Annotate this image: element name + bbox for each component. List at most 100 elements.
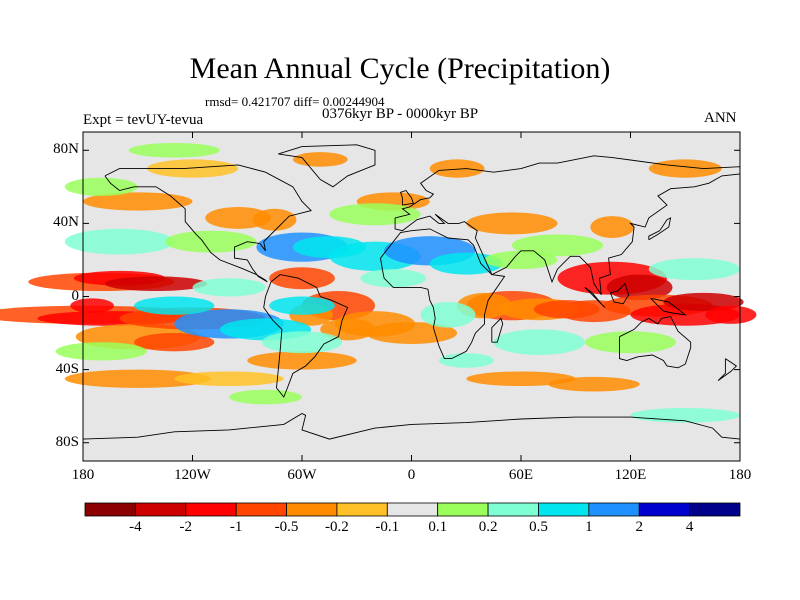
anomaly-patch	[229, 389, 302, 405]
anomaly-patch	[252, 208, 297, 231]
colorbar-swatch	[185, 502, 237, 517]
anomaly-patch	[64, 177, 138, 196]
figure-title: Mean Annual Cycle (Precipitation)	[189, 52, 611, 85]
anomaly-patch	[648, 159, 722, 178]
anomaly-patch	[329, 203, 421, 226]
anomaly-patch	[648, 258, 740, 281]
colorbar-label: -0.5	[274, 519, 299, 535]
precipitation-difference-field	[0, 132, 757, 461]
anomaly-patch	[192, 278, 266, 297]
lon-tick-label: 120W	[174, 467, 211, 483]
lon-tick-label: 60E	[508, 467, 534, 483]
lat-tick-label: 40S	[55, 360, 79, 377]
colorbar-swatch	[336, 502, 388, 517]
stats-line: rmsd= 0.421707 diff= 0.00244904	[205, 94, 385, 109]
colorbar-swatch	[538, 502, 590, 517]
colorbar-label: -2	[179, 519, 193, 535]
colorbar-label: 0.2	[478, 519, 498, 535]
anomaly-patch	[70, 298, 115, 313]
anomaly-patch	[429, 159, 485, 178]
colorbar-swatch	[588, 502, 640, 517]
season-label: ANN	[704, 110, 737, 126]
britain-coastline	[400, 189, 414, 206]
anomaly-patch	[438, 353, 494, 368]
lat-tick-label: 80S	[55, 433, 79, 450]
lon-tick-label: 180	[71, 467, 95, 483]
lat-tick-label: 40N	[53, 214, 79, 231]
anomaly-patch	[590, 216, 635, 239]
australia-coastline	[619, 316, 692, 369]
colorbar-label: 1	[585, 519, 593, 535]
new-guinea-coastline	[650, 297, 687, 316]
borneo-coastline	[609, 282, 630, 305]
greenland-coastline	[278, 144, 376, 188]
colorbar	[84, 502, 741, 517]
lat-tick-label: 80N	[53, 141, 79, 158]
anomaly-patch	[360, 269, 427, 288]
anomaly-patch	[533, 300, 600, 319]
lon-tick-label: 60W	[287, 467, 317, 483]
coastlines	[82, 144, 741, 440]
lon-tick-label: 120E	[614, 467, 647, 483]
lat-tick-label: 0	[71, 287, 80, 304]
anomaly-patch	[493, 329, 585, 355]
anomaly-patch	[420, 301, 476, 328]
anomaly-patch	[64, 228, 175, 255]
anomaly-patch	[466, 212, 558, 235]
sumatra-coastline	[584, 287, 606, 308]
lon-tick-label: 180	[728, 467, 752, 483]
colorbar-swatch	[437, 502, 489, 517]
anomaly-patch	[584, 331, 677, 354]
anomaly-patch	[466, 371, 576, 387]
colorbar-label: 0.5	[529, 519, 548, 535]
eurasia-coastline	[394, 155, 741, 295]
anomaly-patch	[146, 159, 239, 178]
colorbar-swatch	[286, 502, 338, 517]
japan-coastline	[648, 217, 672, 241]
colorbar-swatch	[638, 502, 691, 517]
anomaly-patch	[134, 333, 215, 352]
anomaly-patch	[83, 192, 193, 211]
anomaly-patch	[134, 296, 215, 315]
anomaly-patch	[128, 142, 220, 158]
anomaly-patch	[606, 274, 673, 301]
anomaly-patch	[261, 331, 343, 354]
anomaly-patch	[174, 371, 284, 387]
new-zealand-coastline	[717, 358, 738, 381]
colorbar-label: -1	[229, 519, 243, 535]
anomaly-patch	[705, 305, 757, 324]
anomaly-patch	[269, 267, 335, 290]
colorbar-swatch	[134, 502, 187, 517]
anomaly-patch	[104, 276, 208, 292]
anomaly-patch	[511, 234, 604, 257]
north-america-coastline	[104, 164, 312, 283]
experiment-label: Expt = tevUY-tevua	[83, 112, 204, 128]
colorbar-swatch	[235, 502, 287, 517]
colorbar-label: 4	[685, 519, 694, 535]
colorbar-label: -4	[129, 519, 142, 535]
antarctica-coastline	[82, 412, 741, 440]
south-america-coastline	[263, 274, 349, 398]
anomaly-patch	[64, 369, 211, 388]
colorbar-swatch	[689, 502, 741, 517]
anomaly-patch	[292, 152, 348, 167]
colorbar-label: 2	[635, 519, 643, 535]
anomaly-patch	[365, 322, 458, 345]
anomaly-patch	[55, 342, 147, 361]
colorbar-swatch	[84, 502, 136, 517]
anomaly-patch	[247, 351, 357, 370]
colorbar-label: 0.1	[428, 519, 448, 535]
colorbar-swatch	[386, 502, 439, 517]
anomaly-patch	[165, 230, 257, 253]
map-ticks	[82, 132, 741, 461]
colorbar-label: -0.1	[375, 519, 400, 535]
madagascar-coastline	[491, 317, 504, 343]
anomaly-patch	[548, 376, 640, 392]
africa-coastline	[380, 228, 506, 360]
anomaly-patch	[269, 296, 335, 315]
lon-tick-label: 0	[407, 467, 416, 483]
colorbar-label: -0.2	[325, 519, 349, 535]
figure-subtitle: 0376kyr BP - 0000kyr BP	[322, 106, 479, 122]
colorbar-swatch	[487, 502, 539, 517]
